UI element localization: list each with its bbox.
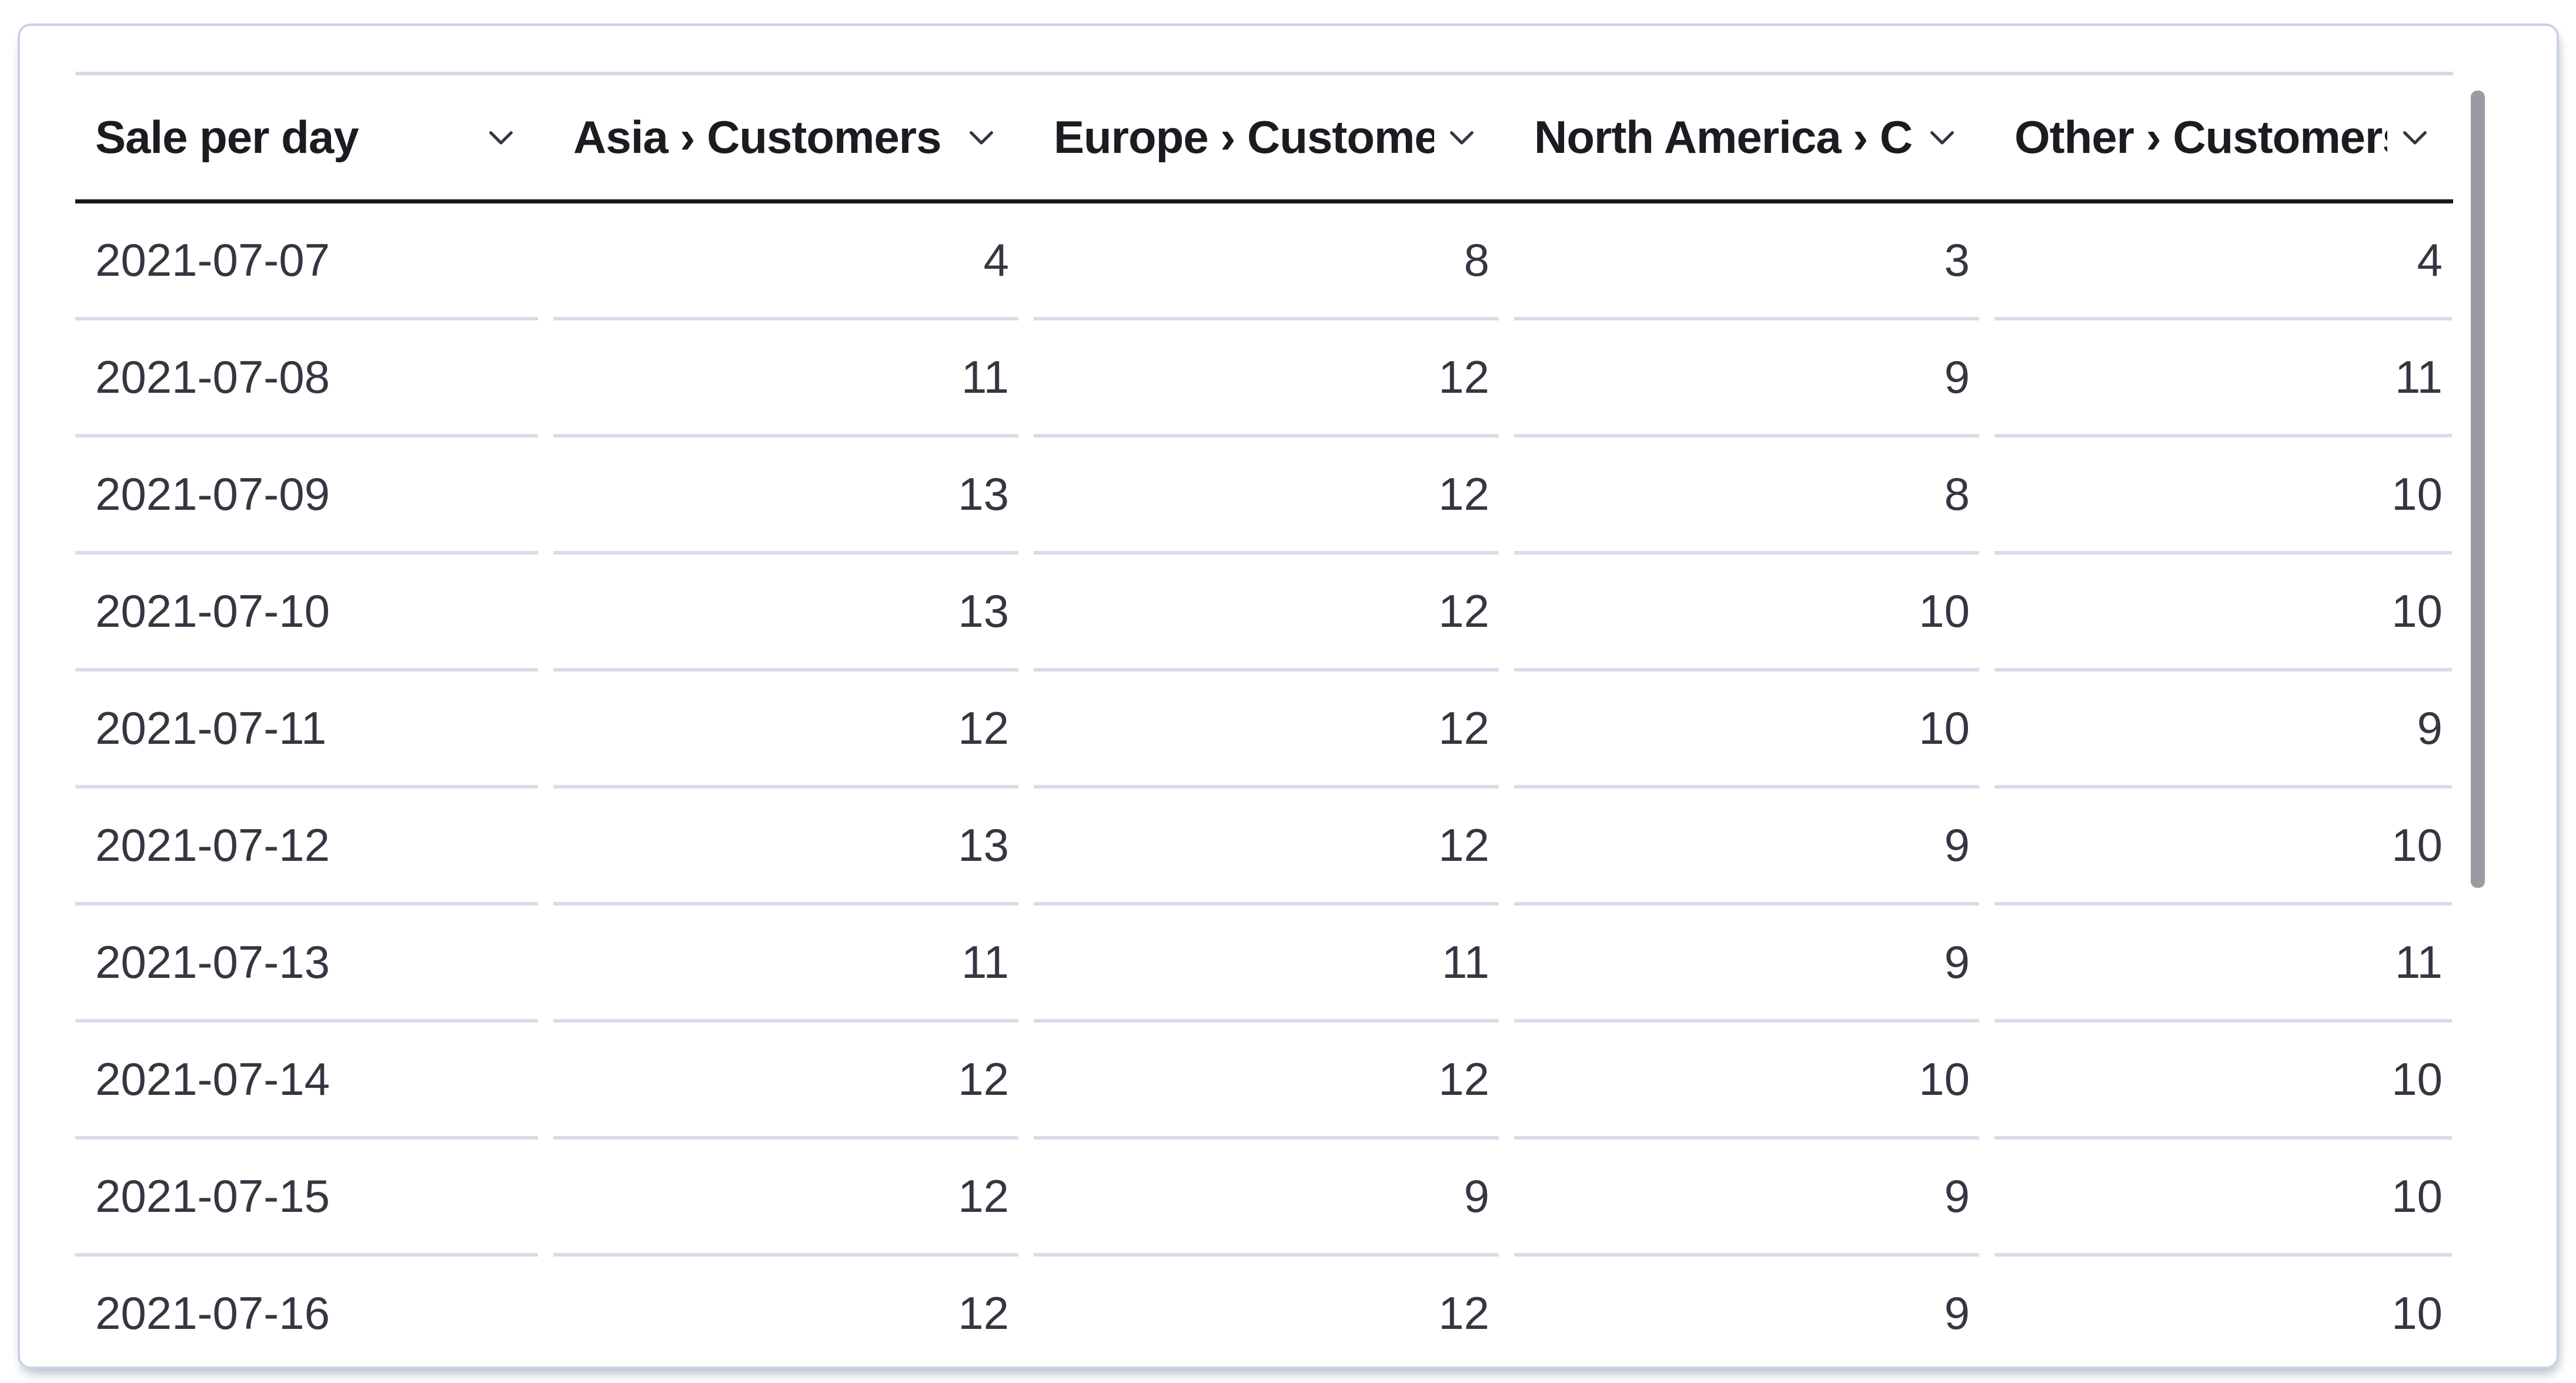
table-row: 2021-07-08 11 12 9 11 — [75, 320, 2453, 437]
value-cell: 10 — [1994, 789, 2452, 906]
table-row: 2021-07-10 13 12 10 10 — [75, 554, 2453, 672]
table-body: 2021-07-07 4 8 3 4 2021-07-08 11 12 9 11 2021-07-0… — [75, 203, 2453, 1367]
value-cell: 9 — [1514, 320, 1979, 437]
value-cell: 12 — [1034, 1023, 1499, 1140]
value-cell: 4 — [1994, 203, 2452, 320]
value-cell: 4 — [553, 203, 1018, 320]
date-cell: 2021-07-15 — [75, 1140, 538, 1257]
column-header-label: Europe › Customers — [1054, 111, 1434, 163]
value-cell: 12 — [1034, 437, 1499, 554]
table-row: 2021-07-14 12 12 10 10 — [75, 1023, 2453, 1140]
value-cell: 13 — [553, 437, 1018, 554]
value-cell: 12 — [553, 1140, 1018, 1257]
table-row: 2021-07-16 12 12 9 10 — [75, 1257, 2453, 1367]
chevron-down-icon — [1930, 131, 1954, 145]
value-cell: 10 — [1994, 1257, 2452, 1367]
value-cell: 12 — [553, 672, 1018, 789]
column-header-label: North America › Customers — [1534, 111, 1915, 163]
value-cell: 10 — [1994, 1023, 2452, 1140]
value-cell: 12 — [1034, 789, 1499, 906]
table-row: 2021-07-09 13 12 8 10 — [75, 437, 2453, 554]
date-cell: 2021-07-07 — [75, 203, 538, 320]
table-row: 2021-07-07 4 8 3 4 — [75, 203, 2453, 320]
value-cell: 11 — [1994, 906, 2452, 1023]
date-cell: 2021-07-16 — [75, 1257, 538, 1367]
date-cell: 2021-07-12 — [75, 789, 538, 906]
value-cell: 10 — [1994, 437, 2452, 554]
value-cell: 10 — [1994, 554, 2452, 672]
chevron-down-icon[interactable] — [964, 121, 998, 155]
value-cell: 11 — [1034, 906, 1499, 1023]
date-cell: 2021-07-13 — [75, 906, 538, 1023]
table-row: 2021-07-11 12 12 10 9 — [75, 672, 2453, 789]
value-cell: 12 — [1034, 672, 1499, 789]
column-header[interactable]: Sale per day — [75, 75, 538, 199]
data-grid: Sale per day Asia › Customers Europe › Cus… — [75, 72, 2453, 1367]
chevron-down-icon[interactable] — [2398, 121, 2432, 155]
value-cell: 11 — [553, 906, 1018, 1023]
value-cell: 13 — [553, 789, 1018, 906]
value-cell: 13 — [553, 554, 1018, 672]
date-cell: 2021-07-10 — [75, 554, 538, 672]
value-cell: 9 — [1514, 789, 1979, 906]
value-cell: 9 — [1994, 672, 2452, 789]
column-header[interactable]: Other › Customers — [1994, 75, 2452, 199]
value-cell: 11 — [1994, 320, 2452, 437]
table-row: 2021-07-15 12 9 9 10 — [75, 1140, 2453, 1257]
chevron-down-icon[interactable] — [1445, 121, 1479, 155]
table-row: 2021-07-12 13 12 9 10 — [75, 789, 2453, 906]
value-cell: 9 — [1034, 1140, 1499, 1257]
value-cell: 12 — [553, 1023, 1018, 1140]
chevron-down-icon — [1450, 131, 1474, 145]
column-header-label: Sale per day — [95, 111, 359, 163]
value-cell: 10 — [1514, 554, 1979, 672]
value-cell: 12 — [1034, 1257, 1499, 1367]
column-header-label: Asia › Customers — [573, 111, 941, 163]
value-cell: 10 — [1994, 1140, 2452, 1257]
vertical-scrollbar-thumb[interactable] — [2471, 91, 2485, 888]
date-cell: 2021-07-11 — [75, 672, 538, 789]
value-cell: 8 — [1514, 437, 1979, 554]
value-cell: 3 — [1514, 203, 1979, 320]
table-panel: Sale per day Asia › Customers Europe › Cus… — [18, 24, 2559, 1369]
chevron-down-icon — [489, 131, 513, 145]
table-row: 2021-07-13 11 11 9 11 — [75, 906, 2453, 1023]
value-cell: 10 — [1514, 1023, 1979, 1140]
value-cell: 11 — [553, 320, 1018, 437]
chevron-down-icon[interactable] — [1925, 121, 1959, 155]
chevron-down-icon — [2403, 131, 2427, 145]
column-header[interactable]: North America › Customers — [1514, 75, 1979, 199]
value-cell: 9 — [1514, 1257, 1979, 1367]
column-header-label: Other › Customers — [2014, 111, 2387, 163]
value-cell: 8 — [1034, 203, 1499, 320]
column-header[interactable]: Asia › Customers — [553, 75, 1018, 199]
value-cell: 12 — [553, 1257, 1018, 1367]
column-header[interactable]: Europe › Customers — [1034, 75, 1499, 199]
value-cell: 9 — [1514, 906, 1979, 1023]
date-cell: 2021-07-08 — [75, 320, 538, 437]
date-cell: 2021-07-14 — [75, 1023, 538, 1140]
table-header-row: Sale per day Asia › Customers Europe › Cus… — [75, 72, 2453, 203]
value-cell: 9 — [1514, 1140, 1979, 1257]
value-cell: 10 — [1514, 672, 1979, 789]
value-cell: 12 — [1034, 320, 1499, 437]
value-cell: 12 — [1034, 554, 1499, 672]
chevron-down-icon — [970, 131, 993, 145]
chevron-down-icon[interactable] — [484, 121, 518, 155]
date-cell: 2021-07-09 — [75, 437, 538, 554]
